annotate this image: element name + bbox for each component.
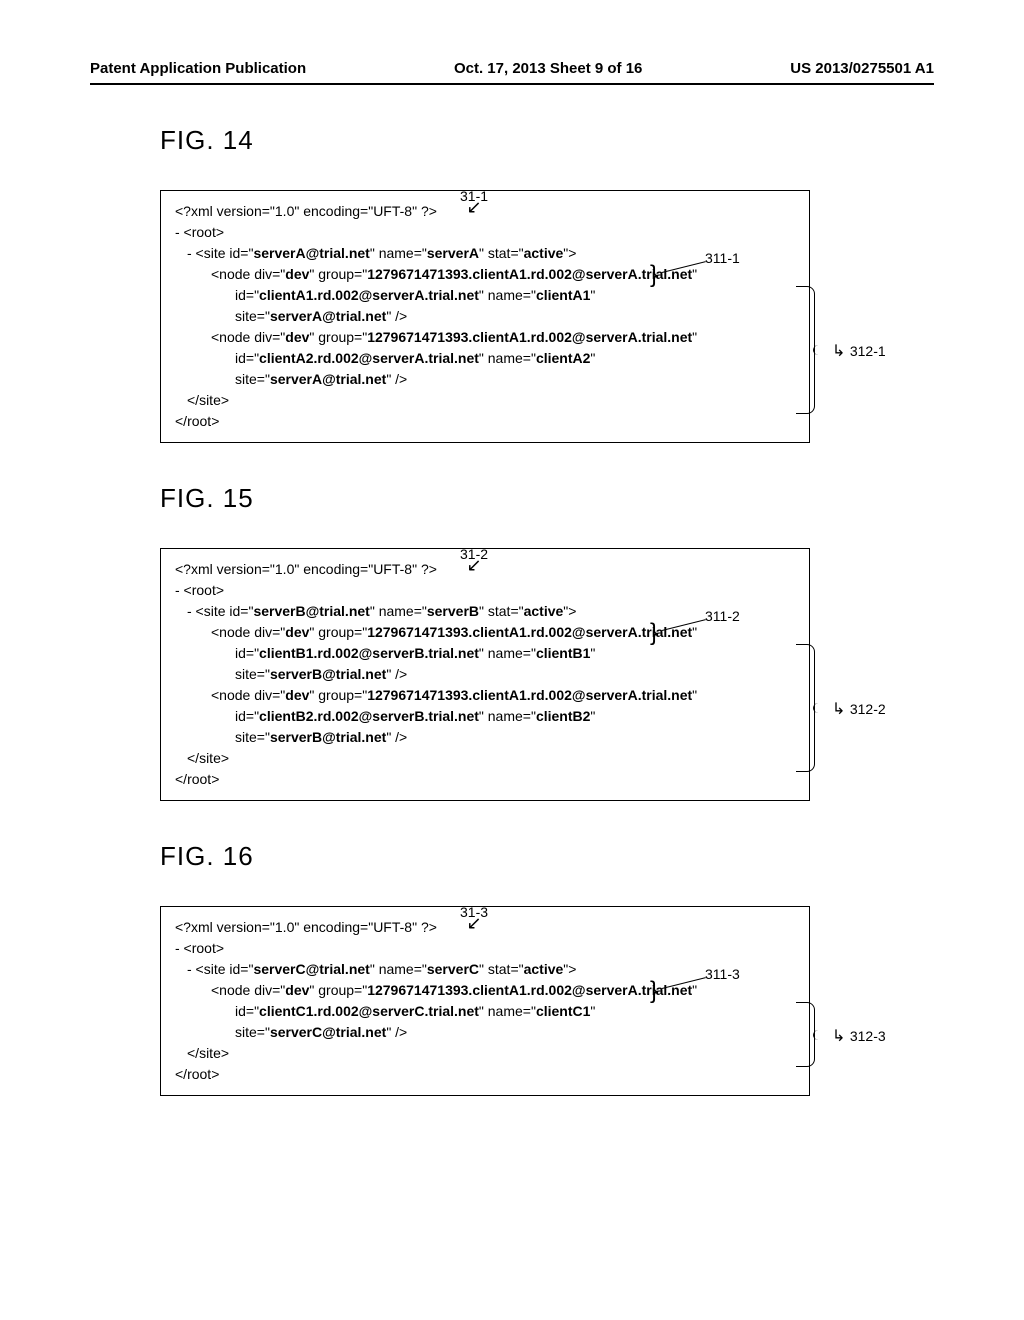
xml-box: <?xml version="1.0" encoding="UFT-8" ?> -… [160, 906, 810, 1096]
header-left: Patent Application Publication [90, 60, 306, 77]
site-close: </site> [175, 390, 795, 411]
brace-icon [796, 644, 815, 772]
site-close: </site> [175, 748, 795, 769]
figure-wrap: 31-1↙<?xml version="1.0" encoding="UFT-8… [160, 190, 910, 443]
xml-box: <?xml version="1.0" encoding="UFT-8" ?> -… [160, 190, 810, 443]
callout-site: 311-1 [705, 250, 740, 266]
header-right: US 2013/0275501 A1 [790, 60, 934, 77]
node-id: id="clientA1.rd.002@serverA.trial.net" n… [175, 285, 795, 306]
node-id: id="clientB2.rd.002@serverB.trial.net" n… [175, 706, 795, 727]
header-center: Oct. 17, 2013 Sheet 9 of 16 [454, 60, 642, 77]
xml-decl: <?xml version="1.0" encoding="UFT-8" ?> [175, 203, 437, 219]
root-close: </root> [175, 1066, 219, 1082]
page: Patent Application Publication Oct. 17, … [0, 0, 1024, 1176]
site-close: </site> [175, 1043, 795, 1064]
brace-icon [796, 286, 815, 414]
brace-icon: } [650, 263, 658, 287]
xml-box: <?xml version="1.0" encoding="UFT-8" ?> -… [160, 548, 810, 801]
root-close: </root> [175, 771, 219, 787]
brace-icon [796, 1002, 815, 1067]
node: <node div="dev" group="1279671471393.cli… [175, 264, 795, 285]
node: <node div="dev" group="1279671471393.cli… [175, 327, 795, 348]
node: <node div="dev" group="1279671471393.cli… [175, 980, 795, 1001]
root-open: - <root> [175, 224, 224, 240]
node-site: site="serverB@trial.net" /> [175, 664, 795, 685]
root-open: - <root> [175, 582, 224, 598]
leader-hook-icon: ↳ [832, 1028, 850, 1045]
node-site: site="serverA@trial.net" /> [175, 306, 795, 327]
xml-decl: <?xml version="1.0" encoding="UFT-8" ?> [175, 561, 437, 577]
brace-icon: } [650, 979, 658, 1003]
node-site: site="serverB@trial.net" /> [175, 727, 795, 748]
node: <node div="dev" group="1279671471393.cli… [175, 685, 795, 706]
node-site: site="serverC@trial.net" /> [175, 1022, 795, 1043]
xml-decl: <?xml version="1.0" encoding="UFT-8" ?> [175, 919, 437, 935]
figures-container: FIG. 14 31-1↙<?xml version="1.0" encoding… [90, 125, 934, 1096]
root-open: - <root> [175, 940, 224, 956]
leader-hook-icon: ↳ [832, 701, 850, 718]
node-id: id="clientC1.rd.002@serverC.trial.net" n… [175, 1001, 795, 1022]
page-header: Patent Application Publication Oct. 17, … [90, 60, 934, 85]
node-id: id="clientB1.rd.002@serverB.trial.net" n… [175, 643, 795, 664]
brace-icon: } [650, 621, 658, 645]
figure-title: FIG. 15 [160, 483, 934, 514]
figure-title: FIG. 14 [160, 125, 934, 156]
callout-site: 311-2 [705, 608, 740, 624]
callout-nodes: ↳ 312-1 [832, 341, 886, 361]
figure-wrap: 31-3↙<?xml version="1.0" encoding="UFT-8… [160, 906, 910, 1096]
leader-hook-icon: ↳ [832, 343, 850, 360]
figure-title: FIG. 16 [160, 841, 934, 872]
callout-nodes: ↳ 312-2 [832, 699, 886, 719]
figure-wrap: 31-2↙<?xml version="1.0" encoding="UFT-8… [160, 548, 910, 801]
node-site: site="serverA@trial.net" /> [175, 369, 795, 390]
callout-site: 311-3 [705, 966, 740, 982]
node-id: id="clientA2.rd.002@serverA.trial.net" n… [175, 348, 795, 369]
root-close: </root> [175, 413, 219, 429]
callout-nodes: ↳ 312-3 [832, 1026, 886, 1046]
node: <node div="dev" group="1279671471393.cli… [175, 622, 795, 643]
